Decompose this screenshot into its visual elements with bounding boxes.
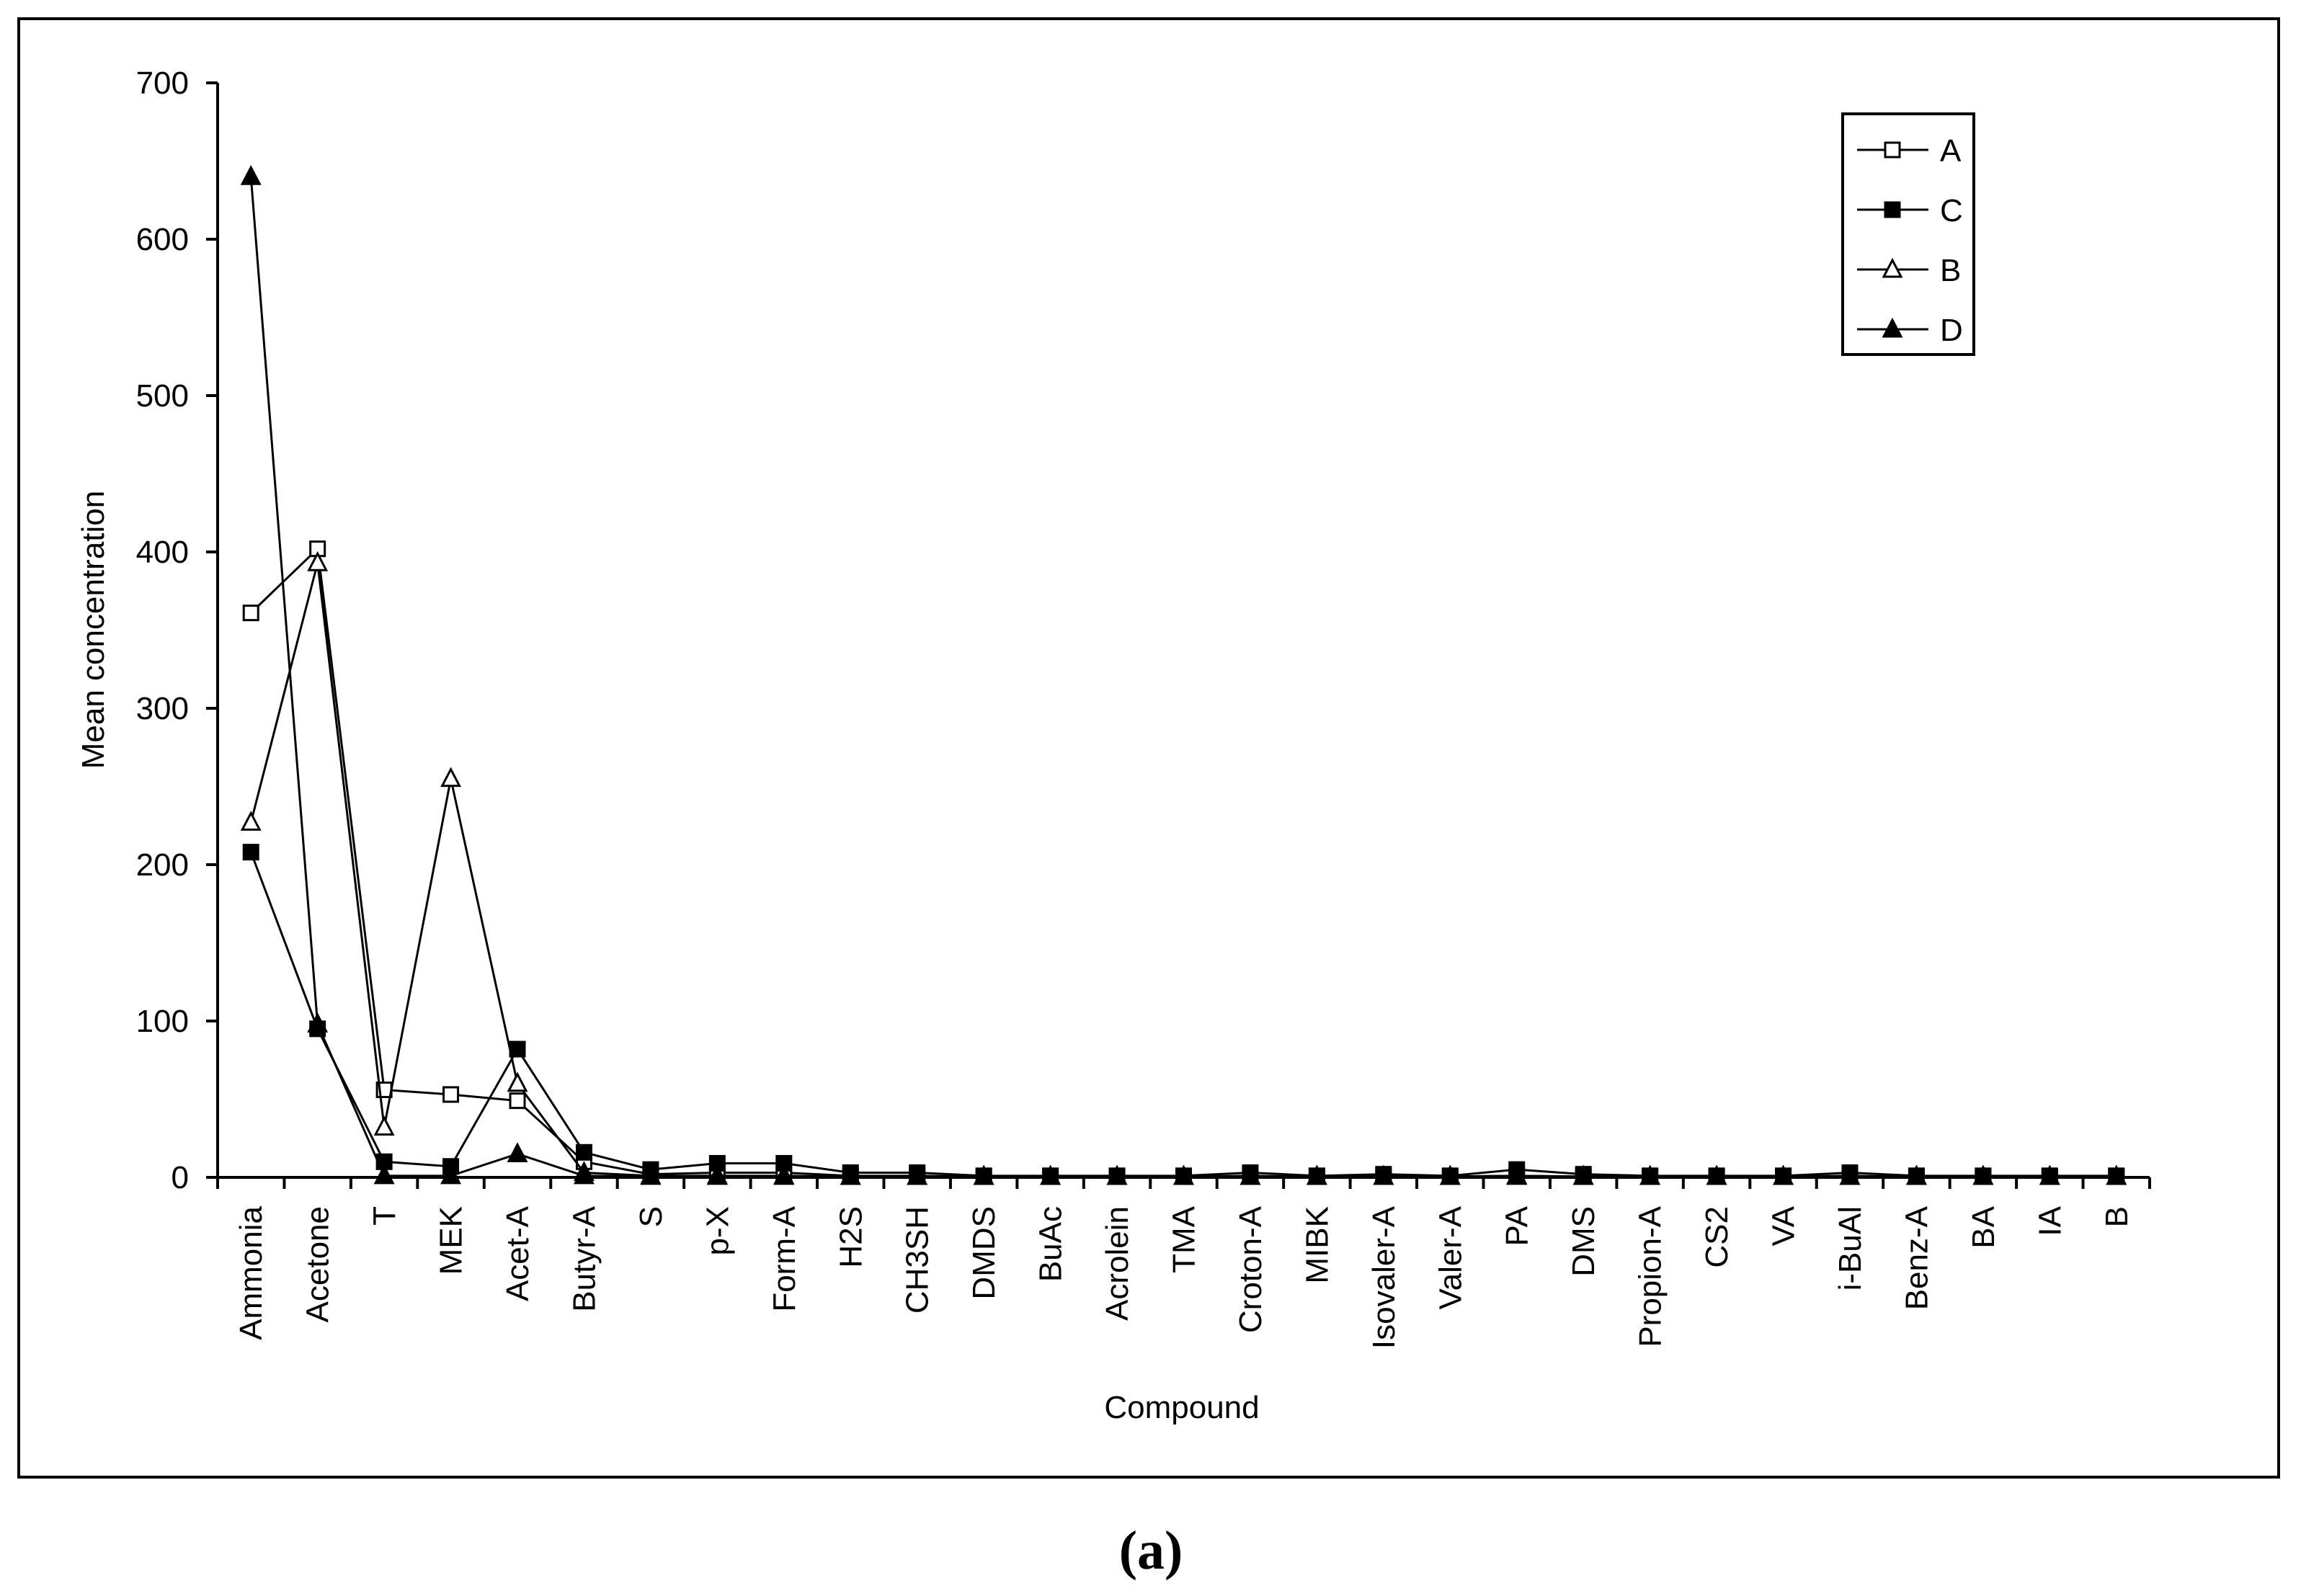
x-tick-label: Ammonia xyxy=(233,1205,269,1339)
x-tick-label: PA xyxy=(1500,1205,1535,1246)
data-point xyxy=(640,1164,662,1185)
x-tick-label: Acrolein xyxy=(1100,1206,1135,1321)
x-tick-label: VA xyxy=(1766,1205,1802,1246)
legend-label-A: A xyxy=(1940,133,1962,169)
data-point xyxy=(773,1164,795,1185)
y-tick-label: 600 xyxy=(136,222,189,257)
data-point xyxy=(2039,1164,2060,1185)
data-point xyxy=(242,844,259,861)
x-tick-label: B xyxy=(2099,1206,2135,1227)
data-point xyxy=(1106,1164,1128,1185)
data-point xyxy=(1773,1164,1794,1185)
y-axis-label: Mean concentration xyxy=(76,491,111,769)
x-tick-label: CH3SH xyxy=(900,1206,935,1314)
data-point xyxy=(1506,1164,1528,1185)
data-point xyxy=(440,1164,462,1185)
panel-label: (a) xyxy=(1119,1520,1183,1581)
x-tick-label: S xyxy=(633,1206,669,1227)
data-point xyxy=(442,1086,460,1103)
x-tick-label: IA xyxy=(2032,1205,2068,1236)
data-point xyxy=(373,1164,395,1185)
y-tick-label: 200 xyxy=(136,847,189,883)
data-point xyxy=(1572,1164,1594,1185)
legend-marker-D xyxy=(1882,317,1903,338)
data-point xyxy=(1306,1164,1327,1185)
y-tick-label: 0 xyxy=(172,1160,189,1195)
y-tick-label: 300 xyxy=(136,691,189,726)
data-point xyxy=(2106,1164,2127,1185)
legend-marker-C xyxy=(1884,201,1901,218)
legend-box xyxy=(1841,112,1975,356)
x-tick-label: MEK xyxy=(434,1206,469,1275)
x-tick-label: CS2 xyxy=(1699,1206,1735,1268)
data-point xyxy=(1706,1164,1727,1185)
x-tick-label: BA xyxy=(1966,1205,2001,1248)
data-point xyxy=(1905,1164,1927,1185)
x-tick-label: Croton-A xyxy=(1233,1205,1268,1333)
data-point xyxy=(907,1164,928,1185)
y-tick-label: 700 xyxy=(136,66,189,101)
legend-marker-B xyxy=(1882,257,1903,278)
data-point xyxy=(440,767,462,788)
data-point xyxy=(1839,1164,1861,1185)
x-tick-label: TMA xyxy=(1167,1205,1202,1273)
x-tick-label: i-BuAl xyxy=(1833,1206,1868,1290)
x-tick-label: DMDS xyxy=(966,1206,1002,1300)
data-point xyxy=(1439,1164,1461,1185)
data-point xyxy=(840,1164,861,1185)
x-tick-label: Acet-A xyxy=(500,1205,535,1301)
series-layer xyxy=(240,164,2127,1185)
x-tick-label: MIBK xyxy=(1299,1206,1335,1284)
data-point xyxy=(575,1143,592,1161)
data-point xyxy=(973,1164,994,1185)
data-point xyxy=(240,164,262,185)
data-point xyxy=(509,1092,526,1110)
x-tick-label: T xyxy=(367,1206,402,1226)
legend-label-B: B xyxy=(1940,253,1961,288)
legend-marker-A xyxy=(1884,141,1901,159)
data-point xyxy=(1972,1164,1994,1185)
data-point xyxy=(307,1012,329,1033)
data-point xyxy=(1239,1164,1261,1185)
data-point xyxy=(509,1040,526,1058)
data-point xyxy=(1040,1164,1062,1185)
x-tick-label: H2S xyxy=(833,1206,868,1268)
x-tick-label: Propion-A xyxy=(1633,1205,1668,1347)
legend-label-C: C xyxy=(1940,193,1963,228)
x-tick-label: Benz-A xyxy=(1899,1205,1934,1310)
legend-label-D: D xyxy=(1940,313,1963,348)
y-axis-ticks: 0 100 200 300 400 500 600 700 xyxy=(136,66,218,1195)
x-tick-label: p-X xyxy=(700,1206,735,1255)
data-point xyxy=(242,605,259,622)
x-tick-label: Acetone xyxy=(301,1206,336,1322)
x-tick-label: Form-A xyxy=(767,1205,802,1311)
y-tick-label: 400 xyxy=(136,535,189,570)
y-tick-label: 500 xyxy=(136,378,189,414)
data-point xyxy=(573,1164,595,1185)
data-point xyxy=(240,811,262,831)
data-point xyxy=(1173,1164,1194,1185)
data-point xyxy=(307,550,329,571)
x-tick-label: Butyr-A xyxy=(566,1205,602,1311)
data-point xyxy=(507,1142,528,1162)
series-D xyxy=(240,164,2127,1185)
data-point xyxy=(1639,1164,1661,1185)
x-axis-label: Compound xyxy=(1104,1390,1259,1425)
data-point xyxy=(507,1071,528,1092)
x-tick-label: Isovaler-A xyxy=(1366,1205,1402,1349)
data-point xyxy=(1373,1164,1394,1185)
x-tick-label: BuAc xyxy=(1033,1206,1069,1282)
y-tick-label: 100 xyxy=(136,1004,189,1039)
data-point xyxy=(373,1115,395,1136)
data-point xyxy=(706,1164,728,1185)
x-tick-label: Valer-A xyxy=(1433,1205,1468,1309)
x-tick-label: DMS xyxy=(1566,1206,1601,1277)
